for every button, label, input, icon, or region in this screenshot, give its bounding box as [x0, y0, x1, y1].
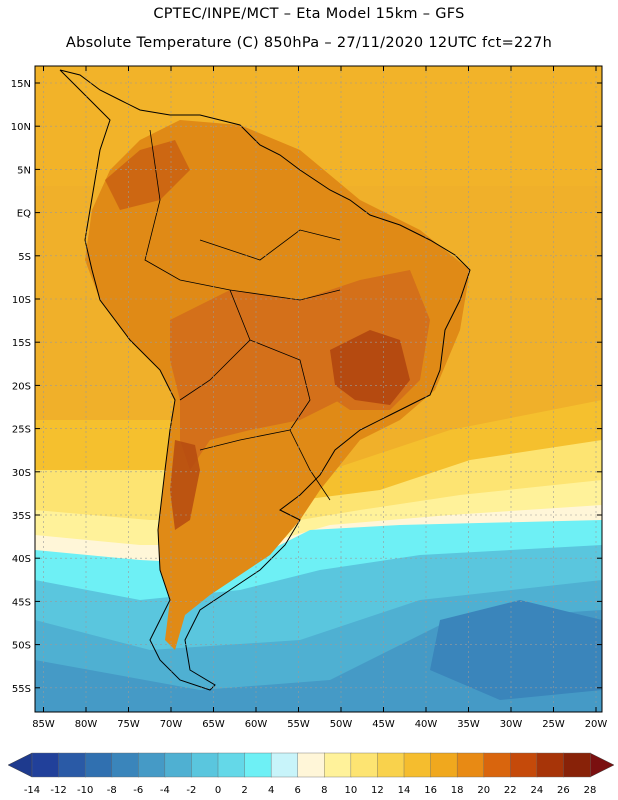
colorbar-swatch — [164, 752, 193, 778]
plot-frame — [34, 65, 603, 713]
lon-label: 80W — [75, 719, 98, 730]
colorbar-swatch — [244, 752, 272, 778]
lat-label: 40S — [12, 554, 31, 565]
colorbar-label: 12 — [371, 785, 384, 796]
colorbar-swatch — [111, 752, 139, 778]
colorbar-swatch — [536, 752, 565, 778]
lat-label: 5N — [17, 165, 31, 176]
lat-label: 15N — [11, 79, 31, 90]
lon-label: 35W — [457, 719, 480, 730]
lon-label: 40W — [415, 719, 438, 730]
colorbar-swatches — [7, 752, 615, 778]
lat-label: 5S — [18, 252, 31, 263]
lon-label: 55W — [287, 719, 310, 730]
lat-label: 45S — [12, 597, 31, 608]
colorbar-label: 2 — [241, 785, 247, 796]
colorbar-swatch — [31, 752, 60, 778]
lat-label: 25S — [12, 425, 31, 436]
colorbar: -14 -12 -10 -8 -6 -4 -2 0 2 4 6 8 10 12 14 16 18 20 22 24 26… — [7, 752, 615, 796]
colorbar-label: -10 — [77, 785, 93, 796]
colorbar-label: 6 — [295, 785, 301, 796]
colorbar-swatch — [191, 752, 219, 778]
colorbar-label: 20 — [477, 785, 490, 796]
axis-ticks — [35, 66, 602, 712]
colorbar-swatch — [217, 752, 246, 778]
lon-label: 75W — [117, 719, 140, 730]
lat-label: 55S — [12, 684, 31, 695]
colorbar-swatch — [270, 752, 299, 778]
colorbar-label: 0 — [215, 785, 221, 796]
lat-label: 30S — [12, 468, 31, 479]
field-band-deep — [430, 600, 602, 700]
colorbar-label: -12 — [50, 785, 66, 796]
lon-label: 20W — [585, 719, 608, 730]
colorbar-swatch — [138, 752, 166, 778]
lat-label: 10N — [11, 122, 31, 133]
lon-label: 85W — [32, 719, 55, 730]
field-land-hot-north — [105, 140, 190, 210]
colorbar-swatch — [324, 752, 352, 778]
colorbar-swatch — [483, 752, 511, 778]
colorbar-low-arrow — [7, 752, 33, 778]
colorbar-swatch — [403, 752, 432, 778]
colorbar-swatch — [456, 752, 485, 778]
colorbar-swatch — [58, 752, 86, 778]
lat-label: 35S — [12, 511, 31, 522]
lon-label: 65W — [202, 719, 225, 730]
lon-label: 70W — [160, 719, 183, 730]
colorbar-swatch — [297, 752, 325, 778]
map-title-line2: Absolute Temperature (C) 850hPa – 27/11/… — [65, 35, 553, 51]
lon-label: 60W — [245, 719, 268, 730]
lat-label: 15S — [12, 338, 31, 349]
colorbar-label: -6 — [133, 785, 143, 796]
lon-label: 30W — [500, 719, 523, 730]
lat-label: 50S — [12, 641, 31, 652]
colorbar-swatch — [563, 752, 591, 778]
lon-label: 50W — [330, 719, 353, 730]
colorbar-label: 28 — [584, 785, 597, 796]
colorbar-label: 24 — [530, 785, 543, 796]
temperature-field — [35, 66, 602, 712]
latitude-labels: 15N 10N 5N EQ 5S 10S 15S 20S 25S 30S 35S 40S 45S 50S 5… — [11, 79, 31, 695]
colorbar-label: -2 — [186, 785, 196, 796]
lat-label: EQ — [17, 209, 31, 220]
colorbar-swatch — [350, 752, 379, 778]
colorbar-label: 18 — [451, 785, 464, 796]
colorbar-label: -14 — [24, 785, 40, 796]
colorbar-swatch — [84, 752, 113, 778]
colorbar-label: 22 — [504, 785, 517, 796]
coastline — [59, 69, 471, 691]
lon-label: 25W — [542, 719, 565, 730]
colorbar-label: 26 — [557, 785, 570, 796]
colorbar-label: 8 — [321, 785, 327, 796]
colorbar-swatch — [377, 752, 405, 778]
colorbar-labels: -14 -12 -10 -8 -6 -4 -2 0 2 4 6 8 10 12 14 16 18 20 22 24 26… — [24, 785, 597, 796]
colorbar-label: 14 — [398, 785, 411, 796]
field-land-hottest — [330, 330, 410, 405]
colorbar-label: 16 — [424, 785, 437, 796]
colorbar-high-arrow — [589, 752, 615, 778]
map-title-line1: CPTEC/INPE/MCT – Eta Model 15km – GFS — [153, 6, 465, 22]
colorbar-swatch — [510, 752, 538, 778]
colorbar-label: 4 — [268, 785, 274, 796]
colorbar-label: -8 — [107, 785, 117, 796]
colorbar-swatch — [430, 752, 458, 778]
lat-label: 10S — [12, 295, 31, 306]
field-land-hottest-andes — [170, 440, 200, 530]
lon-label: 45W — [372, 719, 395, 730]
colorbar-label: 10 — [344, 785, 357, 796]
colorbar-label: -4 — [160, 785, 170, 796]
lat-label: 20S — [12, 381, 31, 392]
temperature-map: 15N 10N 5N EQ 5S 10S 15S 20S 25S 30S 35S 40S 45S 50S 5… — [11, 65, 607, 730]
longitude-labels: 85W 80W 75W 70W 65W 60W 55W 50W 45W 40W 35W 30W 25W 2… — [32, 719, 607, 730]
